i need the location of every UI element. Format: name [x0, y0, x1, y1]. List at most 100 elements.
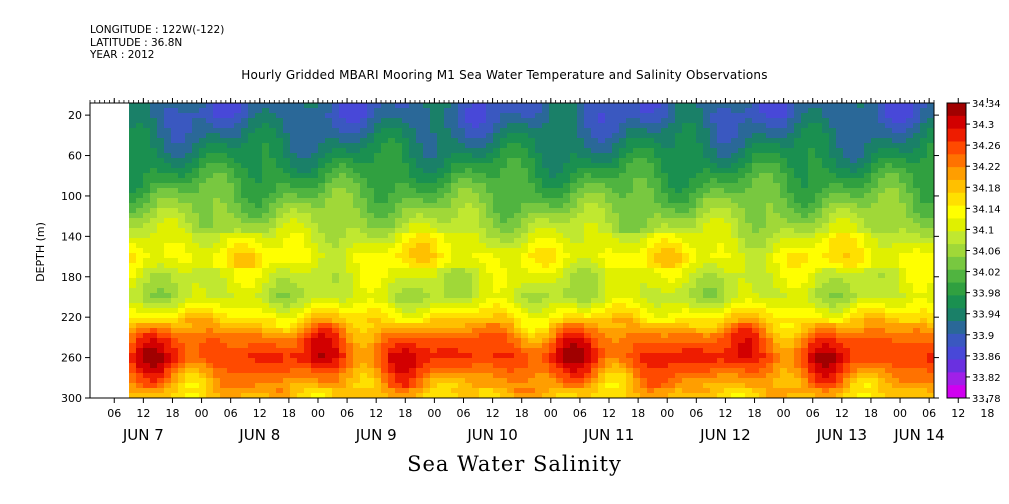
heatmap-cell	[521, 383, 529, 389]
heatmap-cell	[171, 168, 179, 174]
heatmap-cell	[367, 348, 375, 354]
heatmap-cell	[598, 128, 606, 134]
heatmap-cell	[129, 173, 137, 179]
heatmap-cell	[668, 373, 676, 379]
heatmap-cell	[325, 223, 333, 229]
heatmap-cell	[598, 153, 606, 159]
heatmap-cell	[626, 193, 634, 199]
heatmap-cell	[276, 173, 284, 179]
heatmap-cell	[437, 118, 445, 124]
heatmap-cell	[444, 203, 452, 209]
heatmap-cell	[542, 313, 550, 319]
heatmap-cell	[514, 233, 522, 239]
heatmap-cell	[255, 348, 263, 354]
heatmap-cell	[479, 298, 487, 304]
heatmap-cell	[297, 393, 305, 398]
heatmap-cell	[381, 373, 389, 379]
heatmap-cell	[402, 218, 410, 224]
heatmap-cell	[150, 103, 158, 109]
heatmap-cell	[374, 313, 382, 319]
heatmap-cell	[472, 238, 480, 244]
heatmap-cell	[402, 308, 410, 314]
heatmap-cell	[332, 248, 340, 254]
heatmap-cell	[360, 233, 368, 239]
heatmap-cell	[290, 308, 298, 314]
heatmap-cell	[542, 343, 550, 349]
heatmap-cell	[668, 148, 676, 154]
heatmap-cell	[591, 183, 599, 189]
heatmap-cell	[129, 193, 137, 199]
heatmap-cell	[535, 378, 543, 384]
heatmap-cell	[143, 108, 151, 114]
heatmap-cell	[472, 253, 480, 259]
heatmap-cell	[283, 188, 291, 194]
heatmap-cell	[472, 363, 480, 369]
heatmap-cell	[276, 298, 284, 304]
heatmap-cell	[318, 103, 326, 109]
heatmap-cell	[388, 353, 396, 359]
heatmap-cell	[339, 338, 347, 344]
heatmap-cell	[549, 213, 557, 219]
heatmap-cell	[710, 313, 718, 319]
heatmap-cell	[206, 163, 214, 169]
heatmap-cell	[416, 213, 424, 219]
heatmap-cell	[423, 153, 431, 159]
heatmap-cell	[374, 233, 382, 239]
heatmap-cell	[640, 348, 648, 354]
heatmap-cell	[479, 248, 487, 254]
heatmap-cell	[318, 133, 326, 139]
heatmap-cell	[178, 183, 186, 189]
heatmap-cell	[654, 363, 662, 369]
heatmap-cell	[136, 363, 144, 369]
heatmap-cell	[164, 328, 172, 334]
heatmap-cell	[570, 148, 578, 154]
heatmap-cell	[507, 158, 515, 164]
heatmap-cell	[528, 103, 536, 109]
heatmap-cell	[374, 348, 382, 354]
heatmap-cell	[290, 368, 298, 374]
heatmap-cell	[661, 318, 669, 324]
heatmap-cell	[451, 238, 459, 244]
heatmap-cell	[388, 158, 396, 164]
heatmap-cell	[458, 248, 466, 254]
heatmap-cell	[493, 138, 501, 144]
heatmap-cell	[353, 238, 361, 244]
heatmap-cell	[493, 238, 501, 244]
heatmap-cell	[423, 353, 431, 359]
heatmap-cell	[458, 223, 466, 229]
heatmap-cell	[486, 348, 494, 354]
heatmap-cell	[542, 193, 550, 199]
heatmap-cell	[136, 123, 144, 129]
heatmap-cell	[248, 253, 256, 259]
heatmap-cell	[654, 138, 662, 144]
heatmap-cell	[647, 343, 655, 349]
heatmap-cell	[647, 163, 655, 169]
heatmap-cell	[710, 263, 718, 269]
heatmap-cell	[206, 233, 214, 239]
heatmap-cell	[304, 158, 312, 164]
heatmap-cell	[577, 148, 585, 154]
heatmap-cell	[710, 218, 718, 224]
heatmap-cell	[360, 113, 368, 119]
heatmap-cell	[248, 383, 256, 389]
heatmap-cell	[451, 368, 459, 374]
heatmap-cell	[339, 248, 347, 254]
heatmap-cell	[416, 333, 424, 339]
heatmap-cell	[150, 388, 158, 394]
heatmap-cell	[416, 273, 424, 279]
heatmap-cell	[493, 383, 501, 389]
heatmap-cell	[479, 143, 487, 149]
heatmap-cell	[332, 378, 340, 384]
heatmap-cell	[493, 203, 501, 209]
heatmap-cell	[430, 178, 438, 184]
heatmap-cell	[353, 173, 361, 179]
heatmap-cell	[388, 298, 396, 304]
heatmap-cell	[164, 248, 172, 254]
heatmap-cell	[262, 143, 270, 149]
heatmap-cell	[220, 268, 228, 274]
heatmap-cell	[472, 358, 480, 364]
heatmap-cell	[325, 108, 333, 114]
heatmap-cell	[647, 308, 655, 314]
heatmap-cell	[556, 278, 564, 284]
heatmap-cell	[402, 328, 410, 334]
